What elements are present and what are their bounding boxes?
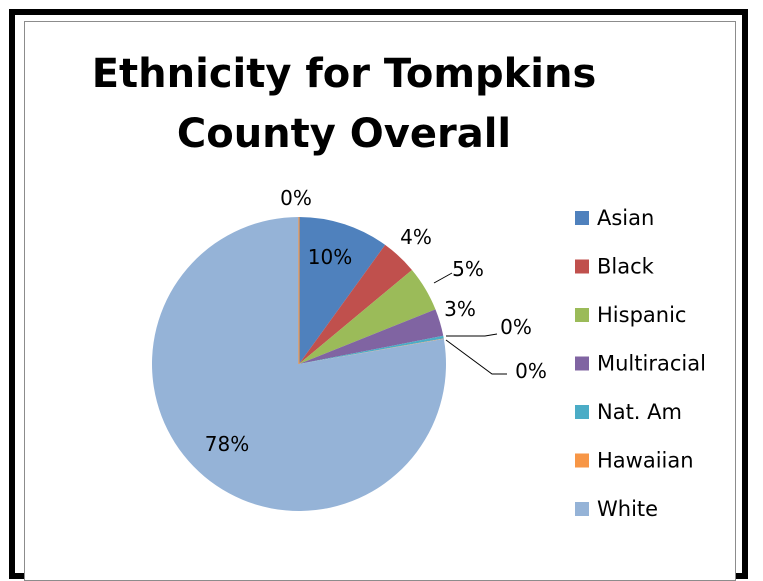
pie-slice-asian (299, 217, 386, 364)
legend-swatch-hispanic (575, 308, 589, 322)
legend-swatch-asian (575, 211, 589, 225)
legend-label-multiracial: Multiracial (597, 352, 706, 376)
chart-title-line-1: Ethnicity for Tompkins (91, 51, 597, 97)
leader-line-nat-am (446, 333, 498, 337)
data-label-hawaiian: 0% (515, 359, 547, 383)
data-label-asian: 10% (308, 245, 352, 269)
legend-label-hispanic: Hispanic (597, 303, 686, 327)
legend-label-nat-am: Nat. Am (597, 400, 682, 424)
legend-label-black: Black (597, 255, 655, 279)
legend-swatch-nat-am (575, 405, 589, 419)
data-label-black: 4% (400, 225, 432, 249)
legend-label-white: White (597, 497, 658, 521)
data-label-multiracial: 3% (444, 297, 476, 321)
legend-swatch-white (575, 502, 589, 516)
pie-slice-nat-am (299, 335, 444, 364)
legend-swatch-hawaiian (575, 453, 589, 468)
pie-slice-hispanic (299, 269, 436, 364)
pie-slice-black (299, 244, 412, 364)
legend-label-asian: Asian (597, 206, 654, 230)
leader-line-hawaiian (445, 339, 507, 375)
data-label-white: 78% (205, 432, 249, 456)
chart-title-line-2: County Overall (176, 111, 512, 157)
data-label-hispanic: 5% (452, 257, 484, 281)
data-label-top: 0% (280, 186, 312, 210)
legend-swatch-multiracial (575, 356, 589, 371)
legend-swatch-black (575, 259, 589, 274)
legend-label-hawaiian: Hawaiian (597, 449, 694, 473)
leader-line-hispanic (433, 272, 453, 284)
pie-slice-multiracial (299, 309, 444, 364)
data-label-nat-am: 0% (500, 315, 532, 339)
chart-title: Ethnicity for Tompkins County Overall (24, 44, 664, 164)
pie-slice-hawaiian (299, 338, 444, 364)
